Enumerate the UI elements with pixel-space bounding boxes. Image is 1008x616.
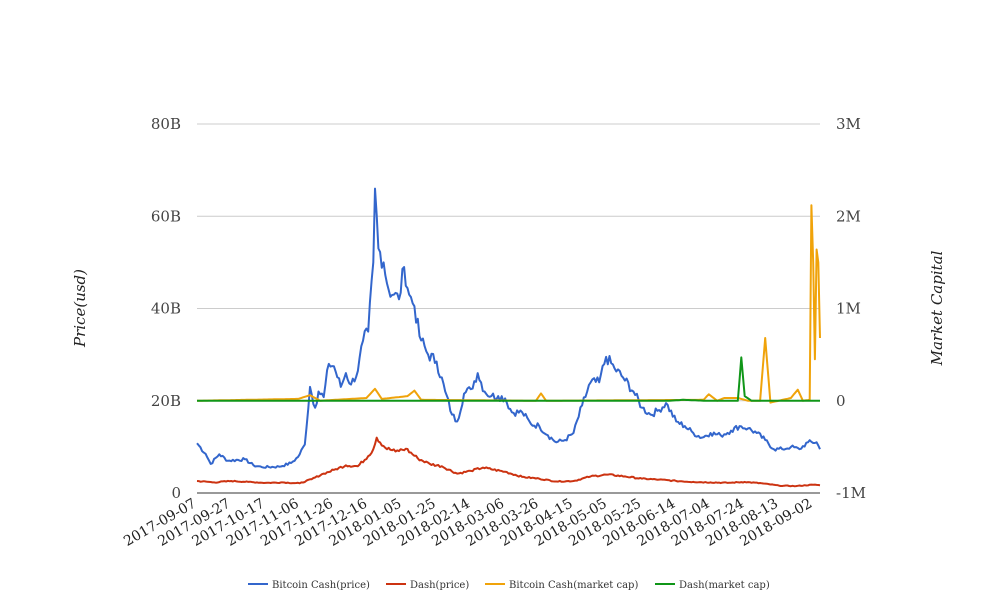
gridlines bbox=[197, 123, 820, 494]
y-right-tick-label: -1M bbox=[836, 484, 866, 502]
series-lines bbox=[196, 187, 821, 488]
legend-label: Dash(market cap) bbox=[679, 580, 770, 591]
y-left-tick-label: 60B bbox=[151, 207, 181, 225]
x-ticks: 2017-09-072017-09-272017-10-172017-11-06… bbox=[121, 496, 815, 550]
y-left-tick-label: 0 bbox=[171, 484, 181, 502]
y-left-axis-title: Price(usd) bbox=[71, 269, 89, 348]
series-line-0 bbox=[196, 187, 821, 469]
y-left-tick-label: 80B bbox=[151, 115, 181, 133]
legend-label: Bitcoin Cash(price) bbox=[272, 580, 370, 591]
legend-label: Bitcoin Cash(market cap) bbox=[509, 580, 638, 591]
series-line-1 bbox=[196, 436, 821, 488]
y-left-tick-label: 40B bbox=[151, 300, 181, 318]
y-right-tick-label: 0 bbox=[836, 392, 846, 410]
y-right-tick-label: 1M bbox=[836, 300, 861, 318]
series-line-3 bbox=[197, 356, 820, 402]
series-line-2 bbox=[196, 204, 821, 404]
legend: Bitcoin Cash(price) Dash(price) Bitcoin Ca… bbox=[248, 580, 770, 591]
y-right-tick-label: 2M bbox=[836, 207, 861, 225]
y-right-axis-title: Market Capital bbox=[928, 250, 946, 366]
y-left-tick-label: 20B bbox=[151, 392, 181, 410]
y-right-tick-label: 3M bbox=[836, 115, 861, 133]
y-right-ticks: -1M 0 1M 2M 3M bbox=[836, 115, 866, 502]
legend-label: Dash(price) bbox=[410, 580, 469, 591]
y-left-ticks: 0 20B 40B 60B 80B bbox=[151, 115, 181, 502]
